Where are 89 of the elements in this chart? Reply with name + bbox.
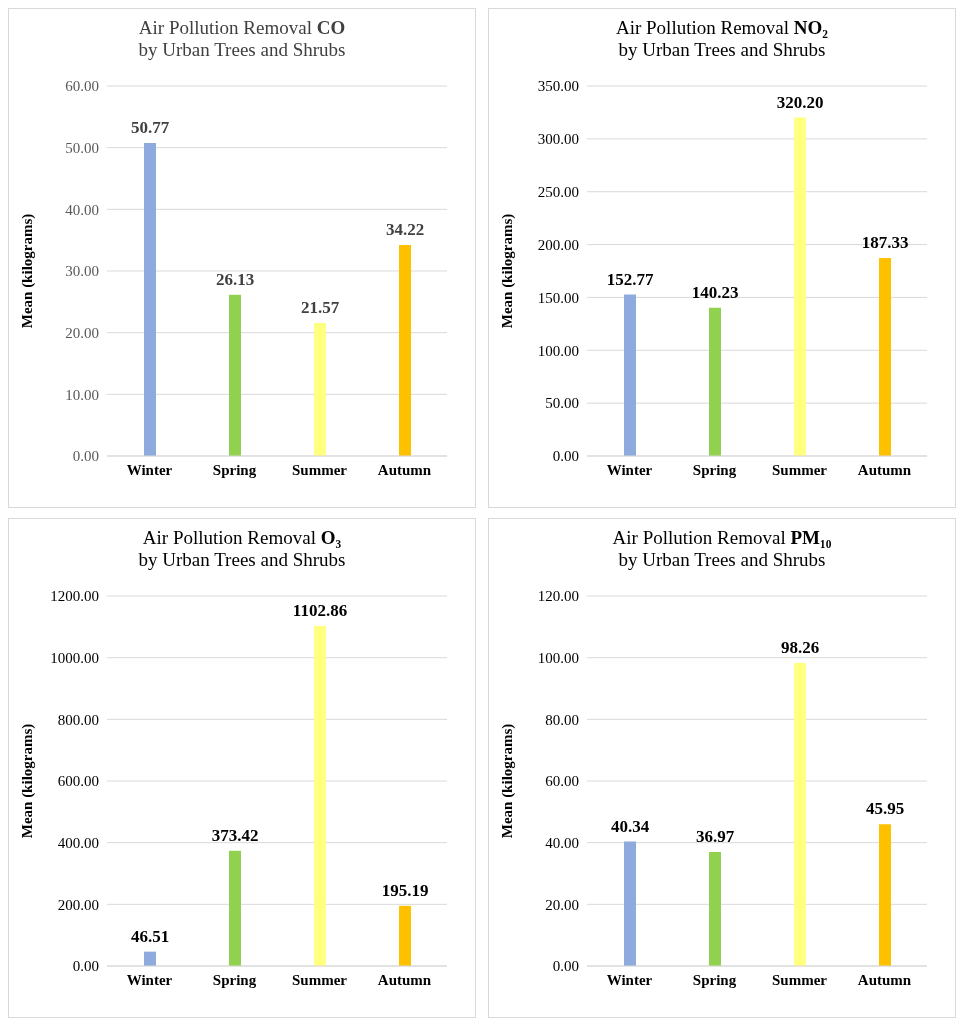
x-tick-label: Spring bbox=[212, 971, 257, 988]
y-tick-label: 600.00 bbox=[57, 773, 99, 790]
x-tick-label: Summer bbox=[772, 461, 828, 478]
bar bbox=[794, 663, 806, 966]
bar bbox=[624, 294, 636, 456]
x-tick-label: Spring bbox=[692, 971, 737, 988]
bar bbox=[229, 294, 241, 456]
y-axis-title: Mean (kilograms) bbox=[19, 213, 37, 329]
x-tick-label: Summer bbox=[772, 971, 828, 988]
y-tick-label: 10.00 bbox=[65, 386, 99, 403]
y-tick-label: 0.00 bbox=[72, 448, 99, 465]
bar bbox=[879, 824, 891, 966]
y-tick-label: 50.00 bbox=[545, 395, 579, 412]
x-tick-label: Spring bbox=[212, 461, 257, 478]
data-label: 195.19 bbox=[381, 880, 429, 900]
bar bbox=[314, 625, 326, 966]
x-tick-label: Winter bbox=[606, 461, 653, 478]
chart-title: Air Pollution Removal CO bbox=[138, 17, 346, 38]
y-tick-label: 60.00 bbox=[65, 78, 99, 95]
chart-subtitle: by Urban Trees and Shrubs bbox=[617, 39, 827, 61]
x-tick-label: Autumn bbox=[377, 461, 432, 478]
data-label: 45.95 bbox=[865, 799, 905, 819]
data-label: 320.20 bbox=[776, 92, 824, 112]
y-tick-label: 100.00 bbox=[537, 342, 579, 359]
chart-title: Air Pollution Removal O₃ bbox=[142, 527, 342, 548]
y-tick-label: 1000.00 bbox=[50, 649, 99, 666]
bar bbox=[399, 905, 411, 966]
chart-title: Air Pollution Removal PM₁₀ bbox=[612, 527, 832, 548]
y-tick-label: 0.00 bbox=[72, 958, 99, 975]
chart-subtitle: by Urban Trees and Shrubs bbox=[138, 39, 346, 61]
x-tick-label: Summer bbox=[292, 971, 348, 988]
data-label: 36.97 bbox=[695, 827, 735, 847]
chart-subtitle: by Urban Trees and Shrubs bbox=[138, 549, 346, 571]
bar bbox=[144, 142, 156, 456]
y-tick-label: 800.00 bbox=[57, 711, 99, 728]
y-tick-label: 200.00 bbox=[537, 236, 579, 253]
x-tick-label: Winter bbox=[126, 971, 173, 988]
x-tick-label: Autumn bbox=[377, 971, 432, 988]
y-tick-label: 20.00 bbox=[65, 324, 99, 341]
y-tick-label: 40.00 bbox=[545, 834, 579, 851]
y-tick-label: 0.00 bbox=[552, 958, 579, 975]
y-tick-label: 40.00 bbox=[65, 201, 99, 218]
data-label: 46.51 bbox=[130, 926, 170, 946]
y-axis-title: Mean (kilograms) bbox=[499, 723, 517, 839]
x-tick-label: Spring bbox=[692, 461, 737, 478]
y-tick-label: 250.00 bbox=[537, 184, 579, 201]
bar bbox=[399, 244, 411, 456]
data-label: 140.23 bbox=[691, 282, 739, 302]
bar bbox=[314, 322, 326, 456]
y-tick-label: 1200.00 bbox=[50, 588, 99, 605]
bar bbox=[709, 852, 721, 966]
data-label: 26.13 bbox=[215, 269, 255, 289]
y-tick-label: 0.00 bbox=[552, 448, 579, 465]
y-tick-label: 200.00 bbox=[57, 896, 99, 913]
bar bbox=[794, 117, 806, 456]
x-tick-label: Autumn bbox=[857, 461, 912, 478]
y-tick-label: 20.00 bbox=[545, 896, 579, 913]
y-tick-label: 30.00 bbox=[65, 263, 99, 280]
data-label: 152.77 bbox=[606, 269, 654, 289]
bar bbox=[624, 841, 636, 966]
x-tick-label: Autumn bbox=[857, 971, 912, 988]
y-tick-label: 300.00 bbox=[537, 131, 579, 148]
bar bbox=[229, 850, 241, 966]
data-label: 40.34 bbox=[610, 816, 650, 836]
data-label: 21.57 bbox=[300, 297, 340, 317]
y-tick-label: 60.00 bbox=[545, 773, 579, 790]
chart-title: Air Pollution Removal NO₂ bbox=[615, 17, 829, 38]
x-tick-label: Winter bbox=[126, 461, 173, 478]
chart-subtitle: by Urban Trees and Shrubs bbox=[617, 549, 827, 571]
y-tick-label: 100.00 bbox=[537, 649, 579, 666]
y-tick-label: 80.00 bbox=[545, 711, 579, 728]
bar bbox=[879, 257, 891, 456]
data-label: 50.77 bbox=[130, 117, 170, 137]
data-label: 1102.86 bbox=[292, 600, 348, 620]
data-label: 98.26 bbox=[780, 638, 820, 658]
y-tick-label: 150.00 bbox=[537, 289, 579, 306]
bar bbox=[144, 951, 156, 966]
data-label: 373.42 bbox=[211, 825, 259, 845]
data-label: 187.33 bbox=[861, 232, 909, 252]
y-axis-title: Mean (kilograms) bbox=[499, 213, 517, 329]
data-label: 34.22 bbox=[385, 219, 425, 239]
bar bbox=[709, 307, 721, 456]
y-tick-label: 50.00 bbox=[65, 139, 99, 156]
x-tick-label: Summer bbox=[292, 461, 348, 478]
y-tick-label: 350.00 bbox=[537, 78, 579, 95]
y-axis-title: Mean (kilograms) bbox=[19, 723, 37, 839]
y-tick-label: 400.00 bbox=[57, 834, 99, 851]
x-tick-label: Winter bbox=[606, 971, 653, 988]
y-tick-label: 120.00 bbox=[537, 588, 579, 605]
